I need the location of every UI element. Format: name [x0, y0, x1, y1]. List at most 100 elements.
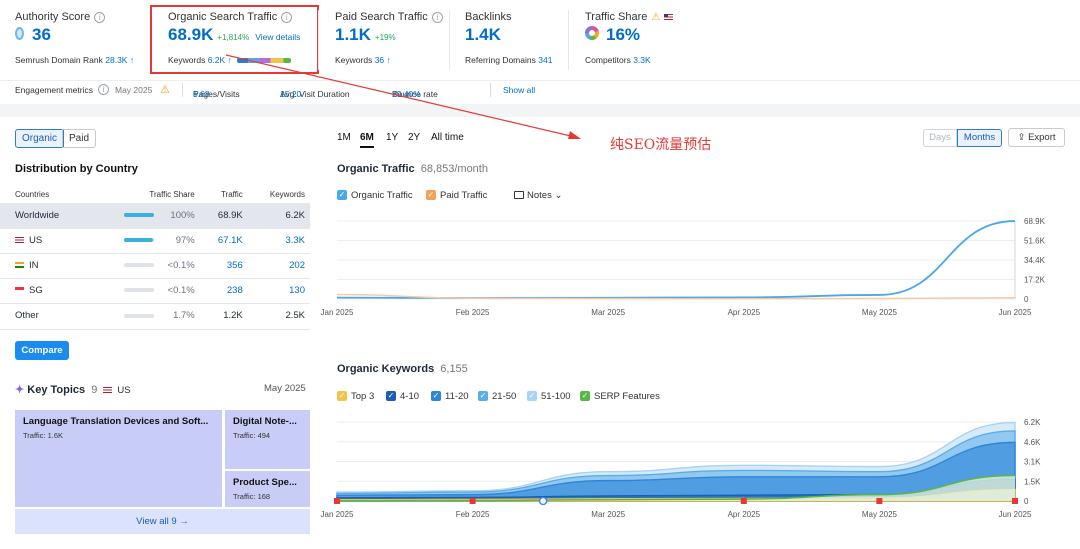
y-tick-label: 0 [1024, 295, 1029, 304]
paid-traffic-value[interactable]: 1.1K [335, 25, 371, 44]
organic-toggle[interactable]: Organic [15, 129, 65, 148]
table-row[interactable]: US 97% 67.1K 3.3K [0, 227, 310, 253]
checkbox-checked-icon: ✓ [527, 391, 537, 402]
paid-toggle[interactable]: Paid [62, 129, 97, 148]
share-value: 100% [170, 210, 195, 221]
export-label: Export [1028, 132, 1056, 143]
view-all-topics-button[interactable]: View all 9 → [15, 509, 310, 534]
share-bar [124, 238, 155, 243]
legend-label: 21-50 [492, 391, 517, 402]
series-line-paid-traffic [336, 293, 1016, 300]
domain-rank-label: Semrush Domain Rank [15, 55, 103, 65]
traffic-value[interactable]: 238 [199, 277, 248, 303]
notes-dropdown[interactable]: Notes ⌄ [514, 190, 562, 201]
backlinks-title: Backlinks [465, 11, 512, 23]
competitors-value[interactable]: 3.3K [633, 55, 651, 65]
paid-traffic-title: Paid Search Traffic [335, 11, 428, 23]
view-details-link[interactable]: View details [255, 32, 301, 42]
event-flag-icon [1012, 498, 1018, 504]
organic-keywords-value[interactable]: 6.2K [207, 55, 226, 65]
authority-score-value[interactable]: 36 [32, 25, 51, 44]
legend-paid-traffic[interactable]: ✓ Paid Traffic [426, 190, 487, 201]
event-flag-icon [334, 498, 340, 504]
traffic-chart-title: Organic Traffic [337, 163, 415, 175]
event-flag-icon [876, 498, 883, 504]
info-icon[interactable]: i [98, 84, 109, 95]
pages-visits-label: Pages/Visits [193, 89, 240, 99]
pages-visits-value[interactable]: 6.68 [193, 89, 210, 99]
key-topics-country: US [117, 385, 131, 396]
organic-traffic-value[interactable]: 68.9K [168, 25, 214, 44]
legend-label: SERP Features [594, 391, 660, 402]
topic-tile[interactable]: Product Spe... Traffic: 168 [225, 471, 310, 507]
series-line-serp-features [336, 474, 1016, 502]
checkbox-checked-icon: ✓ [337, 391, 347, 402]
us-flag-icon [103, 387, 113, 394]
traffic-chart-header: Organic Traffic 68,853/month [337, 163, 488, 175]
share-value: 97% [175, 235, 195, 246]
distribution-title: Distribution by Country [15, 163, 138, 175]
share-value: <0.1% [167, 260, 195, 271]
col-keywords: Keywords [269, 190, 305, 200]
share-bar [124, 213, 155, 218]
info-icon[interactable]: i [94, 11, 106, 23]
days-toggle[interactable]: Days [923, 129, 957, 147]
divider [449, 10, 450, 70]
us-flag-icon [664, 14, 674, 20]
x-tick-label: Feb 2025 [456, 308, 490, 317]
legend-21-50[interactable]: ✓ 21-50 [478, 391, 516, 402]
country-name: IN [29, 260, 39, 271]
months-toggle[interactable]: Months [957, 129, 1002, 147]
notes-label: Notes [527, 190, 552, 201]
checkbox-checked-icon: ✓ [337, 190, 347, 201]
table-row[interactable]: Worldwide 100% 68.9K 6.2K [0, 202, 310, 228]
topic-tile[interactable]: Digital Note-... Traffic: 494 [225, 410, 310, 469]
topic-tile[interactable]: Language Translation Devices and Soft...… [15, 410, 222, 507]
keywords-chart-header: Organic Keywords 6,155 [337, 363, 468, 375]
topic-traffic: Traffic: 1.6K [23, 431, 64, 440]
keywords-value[interactable]: 130 [247, 277, 310, 303]
event-flag-icon [469, 498, 476, 504]
legend-serp-features[interactable]: ✓ SERP Features [580, 391, 660, 402]
info-icon[interactable]: i [281, 11, 293, 23]
keywords-value[interactable]: 202 [247, 252, 310, 278]
info-icon[interactable]: i [431, 11, 443, 23]
export-button[interactable]: ⇪ Export [1008, 128, 1065, 147]
checkbox-checked-icon: ✓ [580, 391, 590, 402]
sg-flag-icon [15, 287, 24, 294]
domain-rank-value[interactable]: 28.3K [105, 55, 128, 65]
legend-label: 51-100 [541, 391, 571, 402]
compare-button[interactable]: Compare [15, 341, 69, 360]
event-flag-icon [740, 498, 747, 504]
traffic-share-value[interactable]: 16% [606, 25, 641, 44]
keywords-value[interactable]: 3.3K [247, 227, 310, 253]
legend-top-3[interactable]: ✓ Top 3 [337, 391, 374, 402]
export-icon: ⇪ [1017, 132, 1026, 143]
legend-4-10[interactable]: ✓ 4-10 [386, 391, 419, 402]
legend-11-20[interactable]: ✓ 11-20 [431, 391, 469, 402]
legend-label: 11-20 [445, 391, 469, 402]
table-row[interactable]: IN <0.1% 356 202 [0, 252, 310, 278]
backlinks-value[interactable]: 1.4K [465, 25, 501, 44]
pie-icon [585, 26, 599, 40]
key-topics-header: ✦ Key Topics 9 US [15, 383, 131, 396]
organic-traffic-change: +1,814% [217, 33, 250, 42]
x-tick-label: Apr 2025 [728, 308, 761, 317]
y-tick-label: 51.6K [1024, 237, 1046, 246]
legend-organic-traffic[interactable]: ✓ Organic Traffic [337, 190, 413, 201]
annotation-text: 纯SEO流量预估 [610, 137, 712, 153]
table-row[interactable]: SG <0.1% 238 130 [0, 277, 310, 303]
traffic-value[interactable]: 67.1K [199, 227, 248, 253]
checkbox-checked-icon: ✓ [426, 190, 436, 201]
legend-51-100[interactable]: ✓ 51-100 [527, 391, 571, 402]
table-row[interactable]: Other 1.7% 1.2K 2.5K [0, 302, 310, 328]
organic-keywords-label: Keywords [168, 55, 206, 65]
authority-icon [15, 27, 24, 40]
legend-label: Organic Traffic [351, 190, 413, 201]
y-tick-label: 4.6K [1024, 438, 1041, 447]
legend-label: Paid Traffic [440, 190, 488, 201]
engagement-date: May 2025 [115, 85, 153, 95]
keywords-chart-value: 6,155 [440, 363, 468, 375]
traffic-value[interactable]: 356 [199, 252, 248, 278]
